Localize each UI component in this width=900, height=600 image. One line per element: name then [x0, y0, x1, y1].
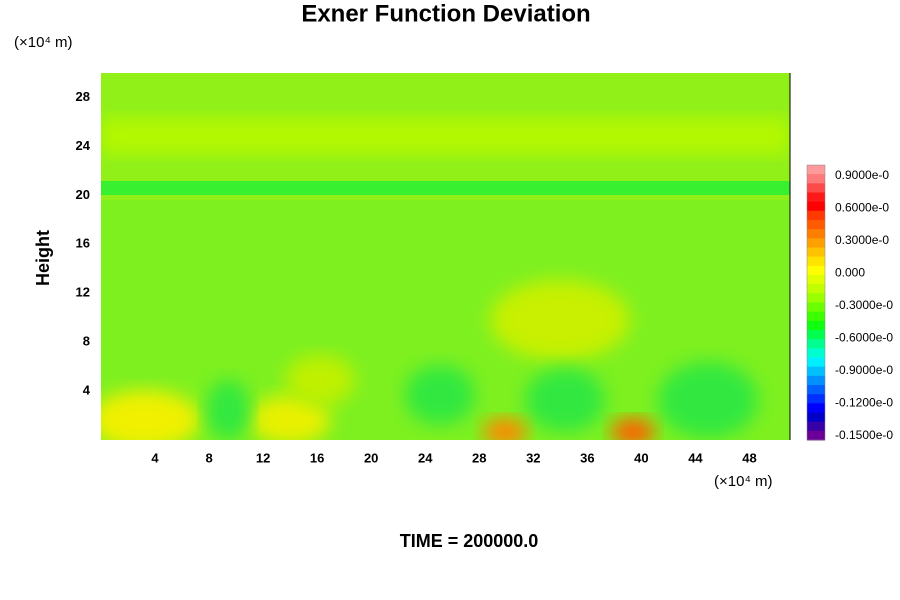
- colorbar-band: [807, 256, 825, 267]
- colorbar-band: [807, 366, 825, 377]
- colorbar-band: [807, 339, 825, 349]
- y-axis-label: Height: [33, 230, 53, 286]
- x-tick-label: 28: [472, 450, 486, 465]
- x-tick-label: 24: [418, 450, 433, 465]
- y-tick-label: 20: [76, 187, 90, 202]
- x-tick-label: 32: [526, 450, 540, 465]
- y-tick-label: 8: [83, 334, 90, 349]
- x-tick-label: 36: [580, 450, 594, 465]
- colorbar-label: 0.3000e-0: [835, 233, 889, 247]
- colorbar-band: [807, 247, 825, 258]
- contour-field: [101, 73, 790, 440]
- colorbar-band: [807, 430, 825, 441]
- colorbar-band: [807, 311, 825, 322]
- y-tick-label: 12: [76, 285, 90, 300]
- colorbar-band: [807, 421, 825, 432]
- colorbar-band: [807, 385, 825, 395]
- colorbar-band: [807, 284, 825, 294]
- x-tick-label: 48: [742, 450, 756, 465]
- colorbar-label: -0.1500e-0: [835, 428, 893, 442]
- chart-title: Exner Function Deviation: [301, 0, 590, 27]
- colorbar-label: 0.6000e-0: [835, 201, 889, 215]
- colorbar-band: [807, 394, 825, 404]
- colorbar-band: [807, 201, 825, 212]
- colorbar-band: [807, 375, 825, 386]
- colorbar-band: [807, 165, 825, 175]
- colorbar-label: -0.1200e-0: [835, 396, 893, 410]
- colorbar-label: 0.000: [835, 266, 865, 280]
- colorbar-label: 0.9000e-0: [835, 168, 889, 182]
- colorbar-label: -0.6000e-0: [835, 331, 893, 345]
- colorbar-band: [807, 330, 825, 340]
- colorbar-band: [807, 210, 825, 221]
- colorbar-band: [807, 403, 825, 413]
- colorbar-band: [807, 275, 825, 285]
- colorbar-band: [807, 183, 825, 193]
- colorbar-band: [807, 238, 825, 248]
- y-tick-label: 4: [83, 383, 91, 398]
- time-annotation: TIME = 200000.0: [400, 531, 539, 551]
- colorbar-band: [807, 174, 825, 184]
- colorbar-band: [807, 229, 825, 239]
- colorbar-band: [807, 357, 825, 368]
- x-tick-label: 44: [688, 450, 703, 465]
- x-tick-label: 20: [364, 450, 378, 465]
- colorbar-band: [807, 412, 825, 423]
- y-tick-label: 24: [76, 138, 91, 153]
- y-tick-label: 16: [76, 236, 90, 251]
- colorbar-band: [807, 348, 825, 358]
- colorbar-band: [807, 320, 825, 331]
- colorbar-frame: [806, 164, 826, 441]
- colorbar-band: [807, 192, 825, 203]
- colorbar-band: [807, 293, 825, 303]
- x-tick-label: 12: [256, 450, 270, 465]
- colorbar-label: -0.3000e-0: [835, 298, 893, 312]
- x-tick-label: 40: [634, 450, 648, 465]
- colorbar-label: -0.9000e-0: [835, 363, 893, 377]
- y-tick-label: 28: [76, 89, 90, 104]
- x-unit: (×10⁴ m): [714, 473, 773, 490]
- y-unit: (×10⁴ m): [14, 34, 73, 51]
- x-tick-label: 8: [205, 450, 212, 465]
- colorbar-band: [807, 220, 825, 230]
- x-tick-label: 16: [310, 450, 324, 465]
- colorbar-band: [807, 302, 825, 313]
- x-tick-label: 4: [151, 450, 159, 465]
- colorbar-band: [807, 265, 825, 276]
